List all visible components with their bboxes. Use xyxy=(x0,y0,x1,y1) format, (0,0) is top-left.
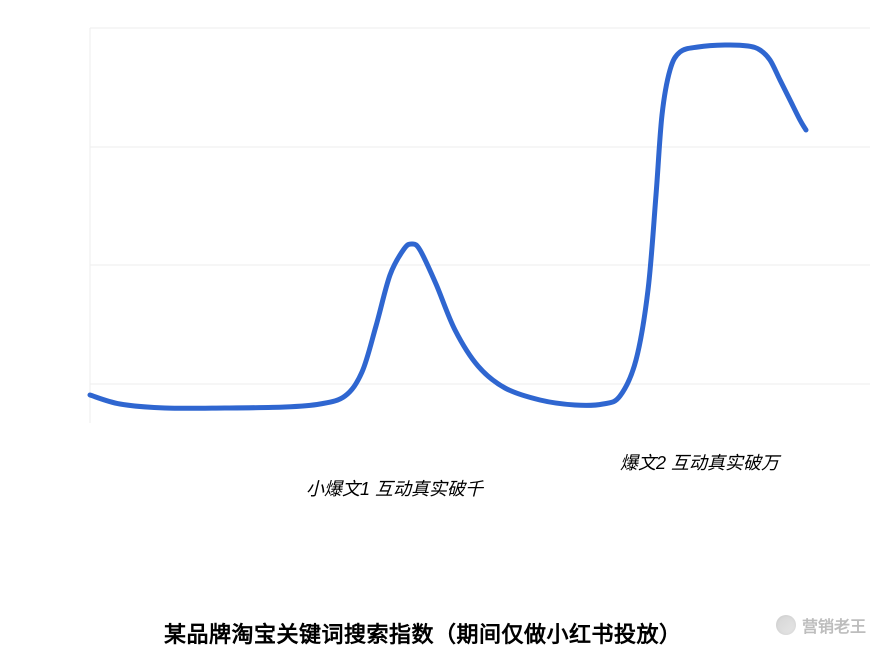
watermark-text: 营销老王 xyxy=(802,613,866,637)
wechat-icon xyxy=(776,615,796,635)
watermark: 营销老王 xyxy=(776,613,866,637)
line-chart xyxy=(0,0,884,440)
chart-title: 某品牌淘宝关键词搜索指数（期间仅做小红书投放） xyxy=(164,617,682,649)
annotation-peak-1-text: 小爆文1 互动真实破千 xyxy=(306,479,483,499)
annotation-peak-1: 小爆文1 互动真实破千 xyxy=(306,475,483,501)
annotation-peak-2: 爆文2 互动真实破万 xyxy=(620,449,779,475)
chart-container: 小爆文1 互动真实破千 爆文2 互动真实破万 某品牌淘宝关键词搜索指数（期间仅做… xyxy=(0,0,884,665)
chart-title-text: 某品牌淘宝关键词搜索指数（期间仅做小红书投放） xyxy=(164,622,682,647)
annotation-peak-2-text: 爆文2 互动真实破万 xyxy=(620,453,779,473)
